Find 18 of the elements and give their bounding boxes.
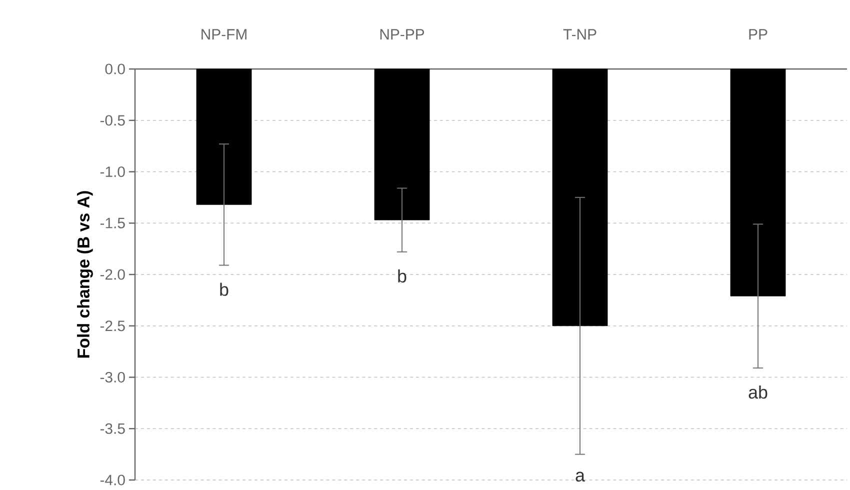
y-tick-label: -4.0 xyxy=(100,474,125,486)
y-axis-title: Fold change (B vs A) xyxy=(77,191,93,358)
annotation: a xyxy=(576,472,585,482)
x-tick-label: T-NP xyxy=(563,29,596,40)
y-tick-label: -3.0 xyxy=(100,372,125,383)
x-tick-label: NP-FM xyxy=(202,29,246,40)
y-tick-label: 0.0 xyxy=(105,64,125,74)
y-tick-label: -1.5 xyxy=(100,218,125,228)
annotation: b xyxy=(220,282,228,296)
y-tick-label: -0.5 xyxy=(100,115,125,126)
annotation: ab xyxy=(748,386,768,399)
x-tick-label: NP-PP xyxy=(380,29,424,40)
y-tick-label: -2.5 xyxy=(100,320,125,332)
y-tick-label: -1.0 xyxy=(100,166,125,178)
annotation: b xyxy=(398,269,406,283)
y-tick-label: -3.5 xyxy=(100,423,125,434)
y-tick-label: -2.0 xyxy=(100,269,125,280)
x-tick-label: PP xyxy=(749,29,768,40)
